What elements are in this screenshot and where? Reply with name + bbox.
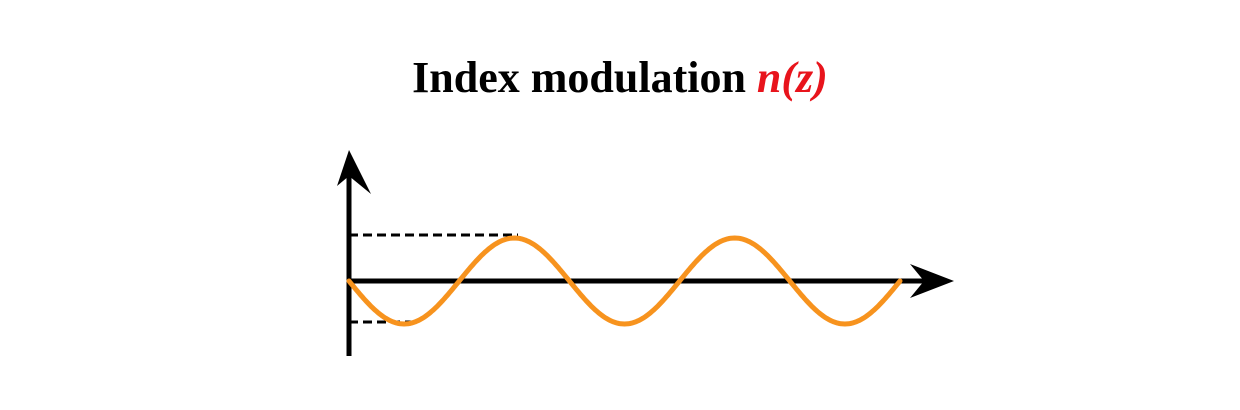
title-formula: n(z) [756,53,828,102]
x-axis-arrowhead [910,264,954,298]
figure-title: Index modulation n(z) [0,48,1240,108]
y-axis-arrowhead [337,150,371,194]
title-text: Index modulation [412,53,757,102]
index-modulation-wave [346,235,903,327]
